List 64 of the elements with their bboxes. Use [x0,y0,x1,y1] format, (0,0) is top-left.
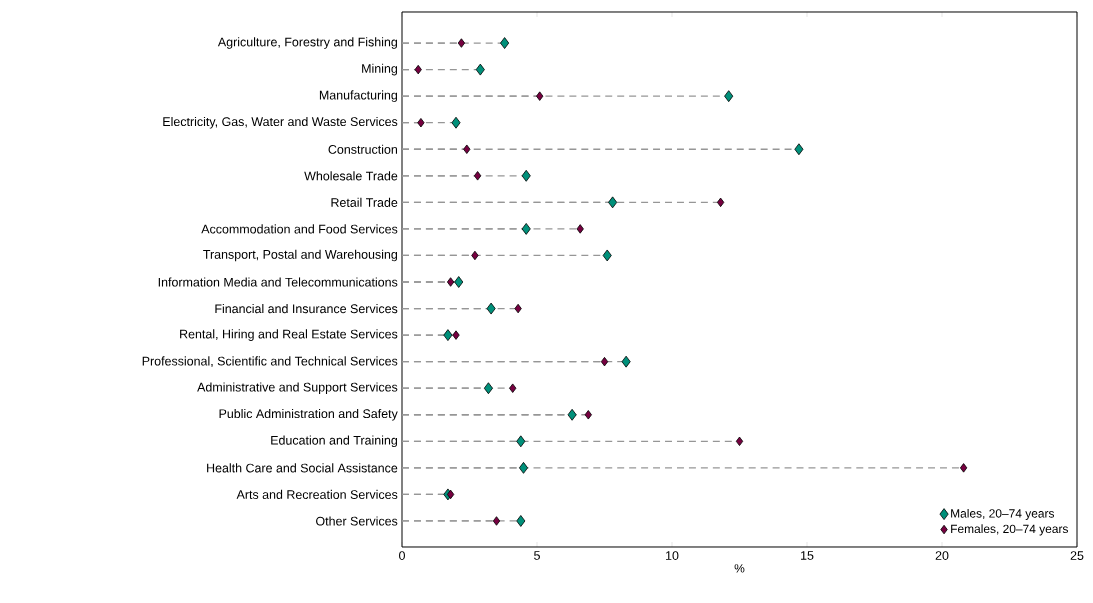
y-tick-label: Transport, Postal and Warehousing [203,249,398,262]
point [414,64,422,75]
point [514,303,522,314]
point [500,37,510,49]
point [621,355,631,368]
point [794,143,804,156]
y-tick-label: Accommodation and Food Services [201,224,398,234]
point [509,383,517,393]
y-tick-label: Health Care and Social Assistance [207,463,398,473]
y-tick-label: Education and Training [271,435,397,448]
point [576,224,584,234]
point [516,435,526,448]
point [452,330,460,340]
point [521,169,531,182]
point [600,356,609,367]
y-tick-label: Arts and Recreation Services [236,489,398,499]
point [463,144,471,154]
y-tick-label: Construction [328,144,397,154]
point [608,196,618,209]
y-tick-label: Financial and Insurance Services [215,303,398,314]
point [518,461,529,474]
point [483,382,493,395]
point [417,118,425,128]
point [735,436,744,447]
point [471,250,479,261]
point [457,38,466,48]
point [536,91,544,101]
x-tick-label: 5 [534,551,540,560]
x-tick-label: 10 [666,551,679,560]
point [521,223,531,235]
x-tick-label: 0 [399,551,405,560]
point [492,516,501,526]
y-tick-label: Public Administration and Safety [219,408,398,421]
y-tick-label: Rental, Hiring and Real Estate Services [180,329,398,341]
y-tick-label: Agriculture, Forestry and Fishing [217,37,397,49]
point [716,197,725,208]
point [446,277,455,287]
y-tick-label: Retail Trade [331,197,398,207]
point [584,410,592,420]
point [724,90,734,103]
point [451,116,461,129]
y-tick-label: Wholesale Trade [304,171,398,181]
y-tick-label: Manufacturing [319,90,398,102]
point [959,463,968,473]
x-axis-title: % [734,564,745,573]
point [473,171,482,181]
y-tick-label: Mining [362,63,398,76]
point [602,249,612,262]
point [486,302,496,315]
y-tick-label: Professional, Scientific and Technical Services [142,356,398,367]
x-tick-label: 15 [801,551,814,560]
y-tick-label: Information Media and Telecommunications [158,277,398,287]
y-tick-label: Electricity, Gas, Water and Waste Services [163,116,398,129]
legend-label: Females, 20–74 years [951,524,1068,536]
point [567,408,577,421]
point [475,63,485,76]
point [516,515,526,527]
x-tick-label: 25 [1070,551,1084,560]
legend-label: Males, 20–74 years [951,508,1055,521]
x-tick-label: 20 [935,551,949,560]
y-tick-label: Administrative and Support Services [197,382,398,395]
y-tick-label: Other Services [316,516,398,526]
point [454,276,464,288]
point [443,329,453,342]
